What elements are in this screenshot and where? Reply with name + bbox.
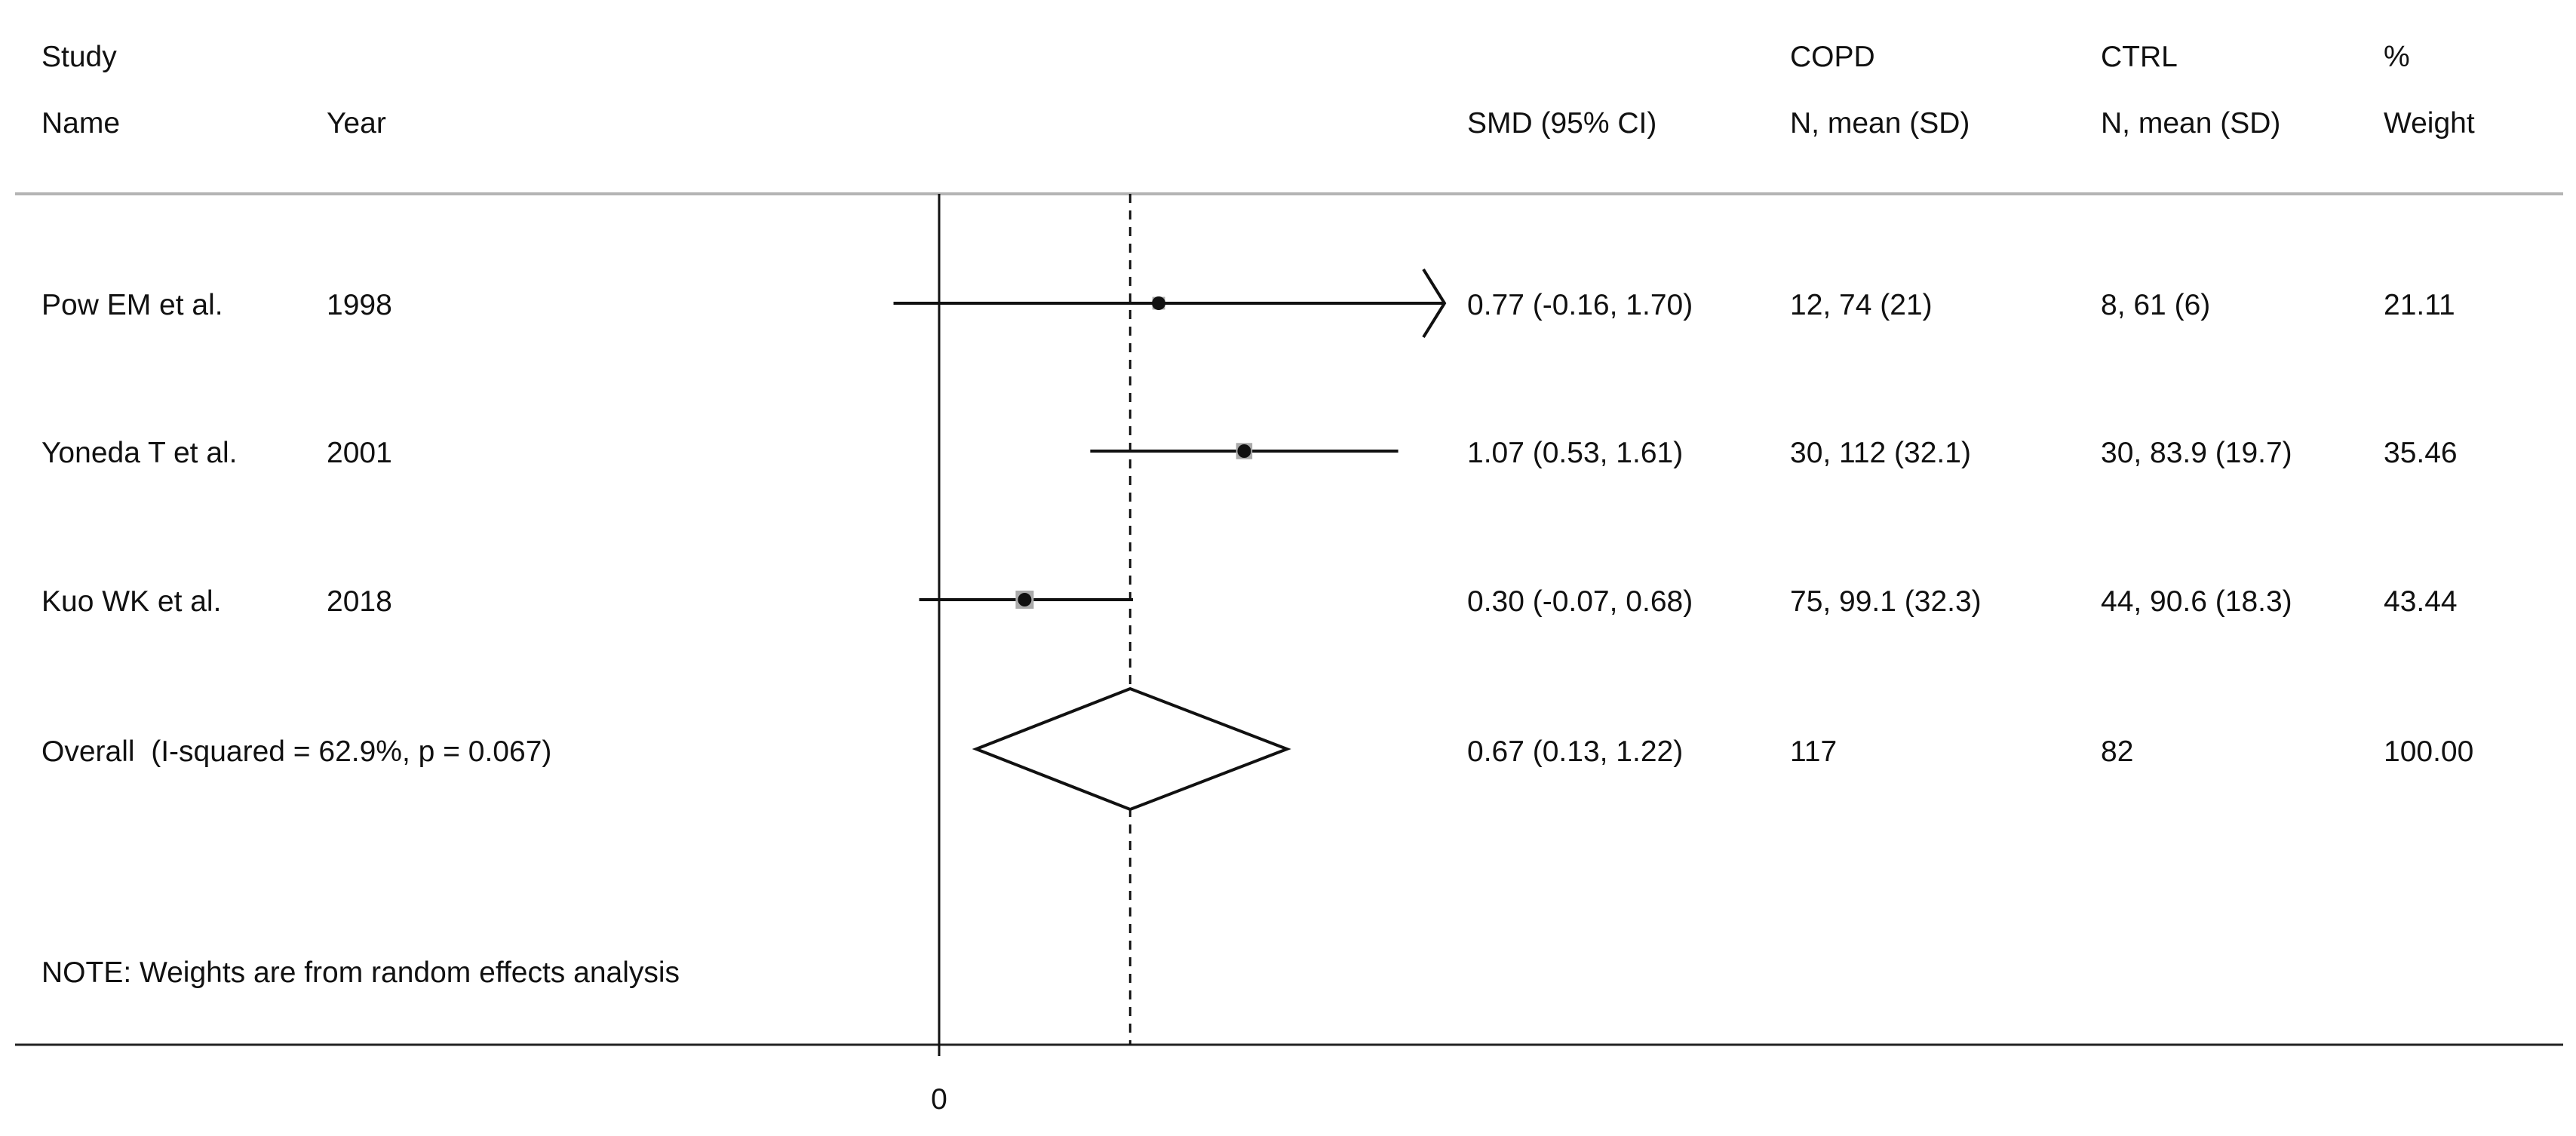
overall-label: Overall (I-squared = 62.9%, p = 0.067) xyxy=(41,735,551,768)
overall-ctrl-n: 82 xyxy=(2101,735,2133,768)
table-row: Pow EM et al. 1998 0.77 (-0.16, 1.70) 12… xyxy=(41,268,2455,339)
study-name: Pow EM et al. xyxy=(41,289,223,321)
smd-value: 0.77 (-0.16, 1.70) xyxy=(1467,289,1693,321)
weight-value: 35.46 xyxy=(2384,437,2458,469)
header-name: Name xyxy=(41,107,120,140)
point-estimate xyxy=(1152,296,1166,310)
weight-value: 43.44 xyxy=(2384,585,2458,618)
study-year: 2018 xyxy=(327,585,392,618)
header-weight: Weight xyxy=(2384,107,2475,140)
overall-copd-n: 117 xyxy=(1790,735,1837,768)
study-year: 1998 xyxy=(327,289,392,321)
weight-value: 21.11 xyxy=(2384,289,2455,321)
overall-smd-value: 0.67 (0.13, 1.22) xyxy=(1467,735,1683,768)
study-name: Yoneda T et al. xyxy=(41,437,238,469)
header-copd: COPD xyxy=(1790,41,1875,73)
table-header: Study Name Year SMD (95% CI) COPD N, mea… xyxy=(41,41,2475,140)
study-name: Kuo WK et al. xyxy=(41,585,221,618)
x-tick-label: 0 xyxy=(931,1083,947,1116)
header-copd-sub: N, mean (SD) xyxy=(1790,107,1970,140)
ctrl-value: 8, 61 (6) xyxy=(2101,289,2210,321)
header-ctrl-sub: N, mean (SD) xyxy=(2101,107,2280,140)
ctrl-value: 44, 90.6 (18.3) xyxy=(2101,585,2292,618)
header-year: Year xyxy=(327,107,386,140)
overall-row: Overall (I-squared = 62.9%, p = 0.067) 0… xyxy=(41,686,2473,812)
ctrl-value: 30, 83.9 (19.7) xyxy=(2101,437,2292,469)
header-ctrl: CTRL xyxy=(2101,41,2178,73)
copd-value: 30, 112 (32.1) xyxy=(1790,437,1971,469)
copd-value: 75, 99.1 (32.3) xyxy=(1790,585,1982,618)
overall-diamond xyxy=(972,686,1291,812)
weights-note: NOTE: Weights are from random effects an… xyxy=(41,956,680,989)
table-row: Kuo WK et al. 2018 0.30 (-0.07, 0.68) 75… xyxy=(41,585,2458,618)
smd-value: 0.30 (-0.07, 0.68) xyxy=(1467,585,1693,618)
header-smd: SMD (95% CI) xyxy=(1467,107,1656,140)
copd-value: 12, 74 (21) xyxy=(1790,289,1933,321)
overall-weight: 100.00 xyxy=(2384,735,2473,768)
ci-arrow xyxy=(1422,268,1447,339)
header-percent: % xyxy=(2384,41,2410,73)
header-study: Study xyxy=(41,41,117,73)
smd-value: 1.07 (0.53, 1.61) xyxy=(1467,437,1683,469)
table-row: Yoneda T et al. 2001 1.07 (0.53, 1.61) 3… xyxy=(41,437,2458,469)
study-year: 2001 xyxy=(327,437,392,469)
point-estimate xyxy=(1237,444,1251,458)
point-estimate xyxy=(1018,593,1032,606)
